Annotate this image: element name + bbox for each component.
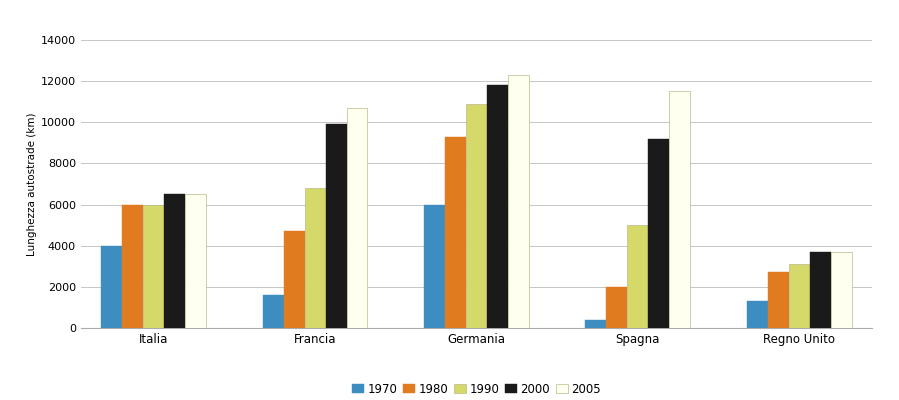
Bar [810,252,831,328]
Bar [607,287,628,328]
Bar [424,204,445,328]
Bar [185,194,206,328]
Bar [283,231,305,328]
Bar [466,104,487,328]
Bar [585,320,607,328]
Bar [487,85,508,328]
Legend: 1970, 1980, 1990, 2000, 2005: 1970, 1980, 1990, 2000, 2005 [352,383,601,396]
Text: Evoluzione della rete autostradale: Evoluzione della rete autostradale [7,10,266,23]
Bar [143,204,164,328]
Bar [101,246,122,328]
Bar [648,139,670,328]
Bar [445,137,466,328]
Bar [325,124,346,328]
Bar [346,108,368,328]
Bar [670,92,690,328]
Bar [768,272,789,328]
Bar [747,301,768,328]
Bar [305,188,325,328]
Bar [628,225,648,328]
Bar [508,75,529,328]
Bar [122,204,143,328]
Bar [831,252,852,328]
Bar [263,295,283,328]
Bar [789,264,810,328]
Y-axis label: Lunghezza autostrade (km): Lunghezza autostrade (km) [27,112,37,256]
Bar [164,194,185,328]
